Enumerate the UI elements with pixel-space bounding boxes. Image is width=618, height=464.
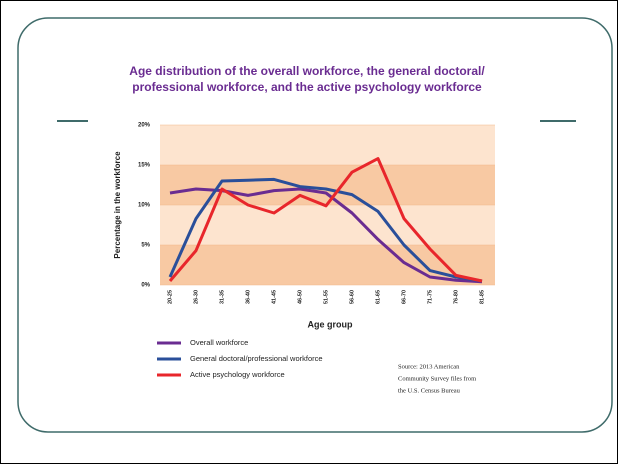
chart-title: Age distribution of the overall workforc… <box>129 64 485 78</box>
y-tick-label: 5% <box>141 243 150 249</box>
source: Source: 2013 American <box>398 363 460 370</box>
series-line <box>168 177 483 283</box>
legend-label: Active psychology workforce <box>190 370 285 379</box>
series-line <box>168 157 483 283</box>
y-axis-label: Percentage in the workforce <box>113 151 122 259</box>
x-tick-label: 56-60 <box>349 290 355 304</box>
chart-title: professional workforce, and the active p… <box>132 80 482 94</box>
source: Community Survey files from <box>398 375 476 382</box>
x-tick-label: 81-85 <box>479 290 485 304</box>
frame <box>17 17 613 433</box>
band <box>160 205 495 245</box>
x-tick-label: 71-75 <box>427 290 433 304</box>
x-tick-label: 36-40 <box>245 290 251 304</box>
y-tick-label: 15% <box>138 163 151 169</box>
x-tick-label: 76-80 <box>453 290 459 304</box>
legend-label: Overall workforce <box>190 338 248 347</box>
legend-label: General doctoral/professional workforce <box>190 354 323 363</box>
x-tick-label: 31-35 <box>219 290 225 304</box>
x-tick-label: 41-45 <box>271 290 277 304</box>
x-tick-label: 46-50 <box>297 290 303 304</box>
x-tick-label: 51-55 <box>323 290 329 304</box>
x-tick-label: 66-70 <box>401 290 407 304</box>
x-tick-label: 20-25 <box>167 290 173 304</box>
source: the U.S. Census Bureau <box>398 387 461 394</box>
x-tick-label: 61-65 <box>375 290 381 304</box>
band <box>160 125 495 165</box>
bands <box>160 125 495 285</box>
x-axis-label: Age group <box>308 319 353 329</box>
y-tick-label: 10% <box>138 203 151 209</box>
y-tick-label: 20% <box>138 123 151 129</box>
x-tick-label: 26-30 <box>193 290 199 304</box>
y-tick-label: 0% <box>141 283 150 289</box>
band <box>160 165 495 205</box>
